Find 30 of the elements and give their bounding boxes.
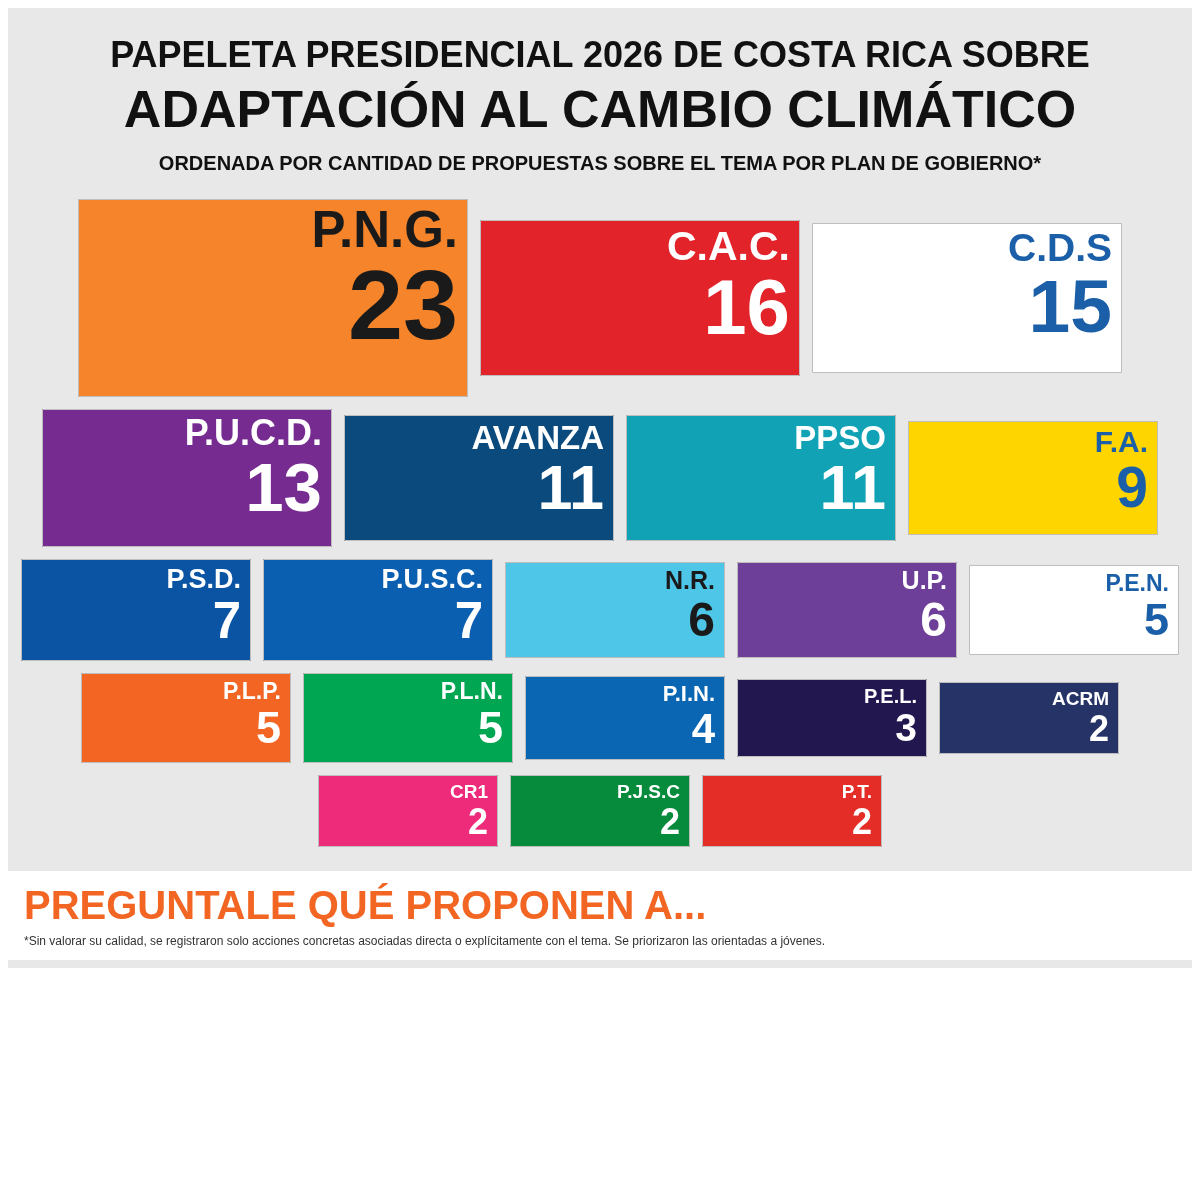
data-label: 5 <box>477 701 503 753</box>
category-label: P.T. <box>841 780 872 802</box>
data-label: 6 <box>920 593 947 647</box>
category-label: P.L.N. <box>440 677 503 704</box>
data-label: 4 <box>691 704 716 752</box>
data-label: 7 <box>212 591 241 649</box>
category-label: ACRM <box>1052 687 1109 709</box>
text: *Sin valorar su calidad, se registraron solo acciones concretas asociadas directa o explícitamente con el tema. Se priorizaron las orientadas a jóvenes. <box>24 934 827 948</box>
text: PREGUNTALE QUÉ PROPONEN A... <box>24 883 708 928</box>
category-label: P.E.L. <box>864 684 917 707</box>
text: ORDENADA POR CANTIDAD DE PROPUESTAS SOBRE EL TEMA POR PLAN DE GOBIERNO* <box>157 152 1043 175</box>
category-label: P.L.P. <box>223 677 281 704</box>
data-label: 2 <box>851 800 872 842</box>
data-label: 2 <box>659 800 680 842</box>
data-label: 2 <box>467 800 488 842</box>
data-label: 2 <box>1088 707 1109 749</box>
data-label: 5 <box>1143 593 1169 645</box>
category-label: P.I.N. <box>662 681 715 707</box>
category-label: P.U.S.C. <box>381 563 483 594</box>
data-label: 3 <box>895 706 917 750</box>
data-label: 5 <box>255 701 281 753</box>
category-label: P.S.D. <box>166 563 241 594</box>
data-label: 7 <box>454 591 483 649</box>
category-label: P.J.S.C <box>616 780 681 802</box>
category-label: U.P. <box>901 566 947 595</box>
category-label: N.R. <box>665 566 715 595</box>
category-label: CR1 <box>449 780 489 802</box>
category-label: P.E.N. <box>1105 569 1169 596</box>
text: PAPELETA PRESIDENCIAL 2026 DE COSTA RICA SOBRE ADAPTACIÓN AL CAMBIO CLIMÁTICO <box>109 33 1091 140</box>
data-label: 6 <box>688 593 715 647</box>
